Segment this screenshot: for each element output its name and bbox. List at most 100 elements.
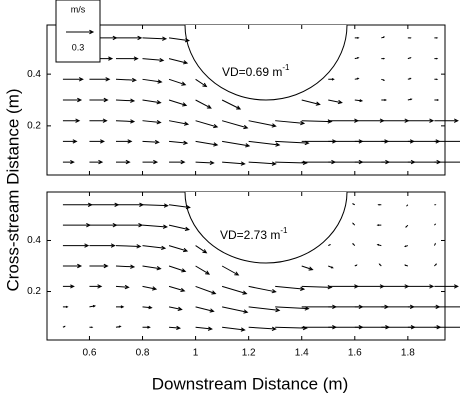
velocity-arrow xyxy=(168,99,188,107)
velocity-arrow xyxy=(354,99,364,103)
velocity-arrow xyxy=(222,161,246,166)
y-axis-title: Cross-stream Distance (m) xyxy=(3,88,22,291)
velocity-arrow xyxy=(142,36,168,41)
velocity-arrow xyxy=(142,224,168,229)
velocity-arrow xyxy=(222,326,246,332)
velocity-arrow xyxy=(142,203,169,208)
x-tick-label: 1.6 xyxy=(348,348,362,359)
velocity-arrow xyxy=(168,58,189,65)
velocity-arrow xyxy=(195,326,213,331)
annotation-text: VD=2.73 m xyxy=(220,228,280,242)
velocity-arrow xyxy=(381,284,410,289)
velocity-arrow xyxy=(62,305,69,308)
velocity-arrow xyxy=(354,264,358,267)
velocity-arrow xyxy=(221,120,249,130)
velocity-arrow xyxy=(168,245,189,253)
velocity-arrow xyxy=(89,222,118,228)
velocity-arrow xyxy=(221,99,242,110)
velocity-arrow xyxy=(328,265,334,269)
velocity-arrow xyxy=(407,284,435,289)
velocity-arrow xyxy=(168,265,187,273)
velocity-arrow xyxy=(168,78,187,86)
velocity-arrow xyxy=(62,202,93,207)
velocity-arrow xyxy=(407,77,412,80)
velocity-arrow xyxy=(115,159,131,165)
velocity-arrow xyxy=(115,325,122,328)
velocity-arrow xyxy=(406,204,409,207)
velocity-arrow xyxy=(89,139,106,144)
x-axis-title: Downstream Distance (m) xyxy=(152,374,349,393)
velocity-arrow xyxy=(328,284,360,289)
velocity-arrow xyxy=(168,285,186,293)
velocity-arrow xyxy=(169,140,189,146)
velocity-arrow xyxy=(352,242,356,246)
velocity-arrow xyxy=(169,325,181,330)
velocity-arrow xyxy=(62,139,78,144)
velocity-arrow xyxy=(89,77,111,82)
velocity-arrow xyxy=(115,77,137,83)
velocity-arrow xyxy=(195,245,208,254)
velocity-arrow xyxy=(115,244,142,249)
y-tick-label: 0.2 xyxy=(27,121,41,132)
velocity-arrow xyxy=(115,264,136,269)
scale-key-value: 0.3 xyxy=(72,42,85,52)
y-tick-label: 0.4 xyxy=(27,69,41,80)
velocity-arrow xyxy=(381,98,387,102)
velocity-arrow xyxy=(168,224,190,232)
velocity-arrow xyxy=(168,37,190,43)
velocity-arrow xyxy=(221,285,248,295)
velocity-arrow xyxy=(62,263,83,269)
velocity-arrow xyxy=(89,284,103,289)
velocity-arrow xyxy=(405,224,409,228)
obstacle xyxy=(184,191,348,264)
velocity-arrow xyxy=(89,159,104,165)
velocity-arrow xyxy=(376,224,382,227)
velocity-arrow xyxy=(62,284,75,289)
velocity-arrow xyxy=(328,78,335,81)
velocity-arrow xyxy=(328,99,343,105)
velocity-arrow xyxy=(381,57,386,60)
annotation-text: VD=0.69 m xyxy=(222,65,282,79)
velocity-arrow xyxy=(328,244,332,247)
velocity-arrow xyxy=(301,119,333,124)
velocity-arrow xyxy=(301,99,321,106)
velocity-arrow xyxy=(142,57,165,63)
velocity-arrow xyxy=(434,306,460,308)
velocity-arrow xyxy=(115,98,136,103)
velocity-arrow xyxy=(168,120,190,126)
x-tick-label: 1.4 xyxy=(295,348,309,359)
obstacle xyxy=(184,24,348,101)
velocity-arrow xyxy=(378,263,382,267)
velocity-arrow xyxy=(62,222,92,228)
velocity-arrow xyxy=(248,120,277,128)
x-tick-label: 1.2 xyxy=(242,348,256,359)
velocity-arrow xyxy=(168,204,191,210)
velocity-arrow xyxy=(142,139,160,145)
velocity-arrow xyxy=(354,118,385,123)
velocity-arrow xyxy=(89,263,109,269)
velocity-arrow xyxy=(62,159,75,165)
scale-key-box xyxy=(55,0,101,63)
annotation: VD=2.73 m-1 xyxy=(220,226,288,242)
velocity-arrow xyxy=(195,306,215,313)
velocity-arrow xyxy=(142,325,151,329)
velocity-arrow xyxy=(142,265,162,271)
velocity-arrow xyxy=(434,284,459,289)
velocity-arrow xyxy=(142,99,162,105)
velocity-arrow xyxy=(354,284,385,289)
velocity-arrow xyxy=(142,119,162,125)
x-tick-label: 0.6 xyxy=(83,348,97,359)
velocity-arrow xyxy=(354,77,360,80)
velocity-arrow xyxy=(434,78,439,81)
velocity-arrow xyxy=(142,159,159,165)
velocity-arrow xyxy=(434,161,460,163)
velocity-arrow xyxy=(354,56,360,60)
velocity-arrow xyxy=(404,264,409,267)
velocity-arrow xyxy=(89,304,96,308)
velocity-arrow xyxy=(142,285,158,291)
velocity-arrow xyxy=(142,245,167,251)
y-tick-label: 0.2 xyxy=(27,286,41,297)
velocity-arrow xyxy=(169,159,186,165)
velocity-arrow xyxy=(275,306,310,311)
